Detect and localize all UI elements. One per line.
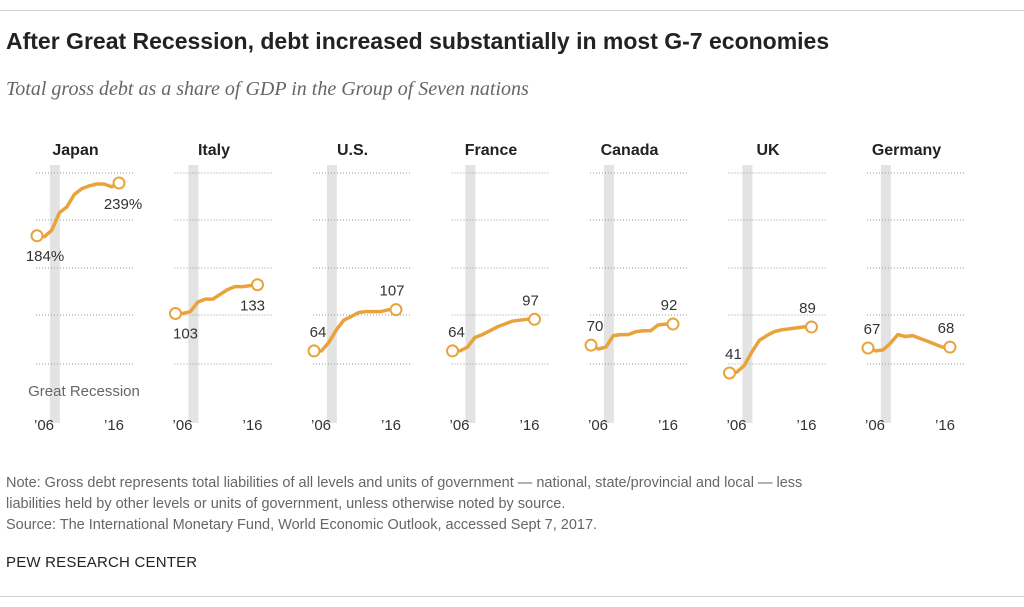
x-tick-label: ’06	[865, 417, 885, 434]
top-rule	[0, 10, 1024, 11]
end-label-japan: 239%	[104, 196, 142, 213]
recession-band	[742, 165, 753, 423]
start-marker-canada	[584, 338, 598, 352]
chart-note: Note: Gross debt represents total liabil…	[6, 473, 1006, 536]
end-label-italy: 133	[240, 298, 265, 315]
recession-band	[326, 165, 337, 423]
note-line-1: Note: Gross debt represents total liabil…	[6, 475, 803, 491]
end-marker-germany	[943, 340, 957, 354]
start-label-japan: 184%	[26, 248, 64, 265]
panel-title-japan: Japan	[52, 142, 98, 159]
recession-band	[880, 165, 891, 423]
panel-title-us: U.S.	[337, 142, 368, 159]
recession-annotation: Great Recession	[28, 383, 140, 400]
series-line-italy	[173, 282, 260, 316]
panel-title-canada: Canada	[601, 142, 659, 159]
note-line-2: liabilities held by other levels or unit…	[6, 496, 566, 512]
start-label-germany: 67	[864, 321, 881, 338]
x-tick-label: ’06	[726, 417, 746, 434]
end-label-canada: 92	[661, 297, 678, 314]
start-marker-uk	[723, 366, 736, 380]
end-label-france: 97	[522, 292, 539, 309]
end-marker-uk	[805, 320, 818, 334]
chart-subtitle: Total gross debt as a share of GDP in th…	[6, 78, 529, 100]
end-label-us: 107	[379, 283, 404, 300]
series-line-us	[312, 307, 398, 353]
source-line: Source: The International Monetary Fund,…	[6, 517, 598, 533]
start-label-italy: 103	[173, 326, 198, 343]
end-marker-canada	[666, 317, 680, 331]
x-tick-label: ’06	[588, 417, 608, 434]
series-line-germany	[866, 332, 952, 353]
recession-band	[188, 165, 199, 423]
start-marker-italy	[169, 307, 182, 321]
end-marker-france	[528, 312, 541, 326]
start-label-canada: 70	[587, 318, 604, 335]
x-tick-label: ’16	[104, 417, 124, 434]
panel-title-germany: Germany	[872, 142, 941, 159]
pew-credit: PEW RESEARCH CENTER	[6, 554, 198, 571]
panel-title-uk: UK	[756, 142, 780, 159]
series-line-uk	[727, 325, 814, 375]
chart-title: After Great Recession, debt increased su…	[6, 28, 830, 54]
small-multiples-chart: Japan 184% 239% ’06 ’16 Italy 103 133 ’06 ’16 U.S.…	[26, 142, 966, 434]
start-marker-japan	[30, 229, 44, 243]
series-line-france	[450, 317, 537, 353]
x-tick-label: ’16	[242, 417, 262, 434]
start-marker-germany	[861, 341, 875, 355]
end-label-uk: 89	[799, 300, 816, 317]
x-tick-label: ’06	[172, 417, 192, 434]
end-label-germany: 68	[938, 320, 955, 337]
start-marker-france	[446, 344, 459, 358]
x-tick-label: ’06	[311, 417, 331, 434]
x-tick-label: ’16	[519, 417, 539, 434]
start-label-uk: 41	[725, 346, 742, 363]
recession-band	[603, 165, 614, 423]
series-line-canada	[589, 322, 675, 351]
x-tick-label: ’16	[381, 417, 401, 434]
x-tick-label: ’16	[658, 417, 678, 434]
x-tick-label: ’16	[935, 417, 955, 434]
x-tick-label: ’06	[34, 417, 54, 434]
end-marker-japan	[112, 176, 126, 190]
end-marker-us	[389, 303, 403, 317]
bottom-rule	[0, 596, 1024, 597]
end-marker-italy	[251, 278, 264, 292]
x-tick-label: ’06	[449, 417, 469, 434]
panel-title-italy: Italy	[198, 142, 230, 159]
start-label-france: 64	[448, 324, 465, 341]
start-marker-us	[307, 344, 321, 358]
recession-band	[49, 165, 60, 423]
panel-title-france: France	[465, 142, 518, 159]
x-tick-label: ’16	[796, 417, 816, 434]
start-label-us: 64	[310, 324, 327, 341]
recession-band	[465, 165, 476, 423]
series-line-japan	[35, 181, 121, 239]
